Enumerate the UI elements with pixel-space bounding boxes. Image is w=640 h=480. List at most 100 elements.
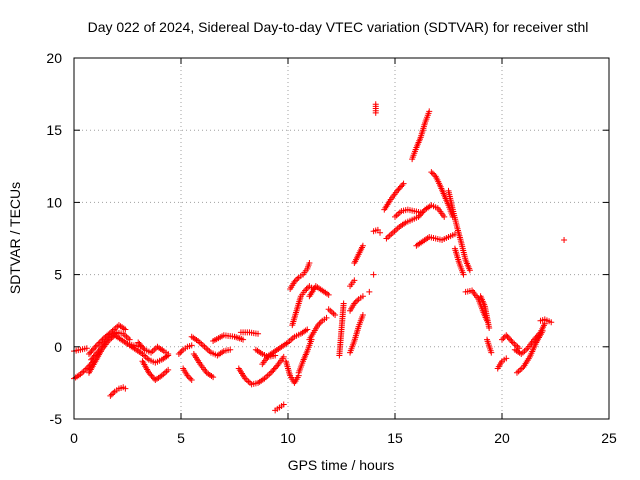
data-point [136, 340, 143, 347]
x-tick-label: 25 [601, 430, 617, 446]
data-point [359, 312, 366, 319]
data-point [354, 297, 361, 304]
data-point [107, 392, 114, 399]
y-tick-label: 0 [54, 339, 62, 355]
data-point [294, 275, 301, 282]
data-point [122, 326, 129, 333]
data-point [185, 374, 192, 381]
data-point [516, 345, 523, 352]
data-point [428, 169, 435, 176]
data-point [503, 355, 510, 362]
data-point [561, 236, 568, 243]
data-point [316, 320, 323, 327]
x-tick-label: 15 [387, 430, 403, 446]
data-point [397, 183, 404, 190]
data-point [505, 335, 512, 342]
x-tick-label: 0 [70, 430, 78, 446]
data-point [95, 340, 102, 347]
data-point [304, 326, 311, 333]
x-tick-label: 10 [280, 430, 296, 446]
data-point [83, 345, 90, 352]
data-point [165, 366, 172, 373]
data-point [466, 267, 473, 274]
data-point [431, 171, 438, 178]
data-point [499, 336, 505, 343]
data-point [429, 170, 436, 177]
data-point [486, 325, 493, 332]
data-point [178, 348, 185, 355]
data-point [147, 371, 154, 378]
data-point [372, 109, 379, 116]
data-point [395, 186, 402, 193]
data-marks [71, 101, 568, 414]
data-point [267, 369, 274, 376]
data-point [500, 335, 507, 342]
data-point [302, 287, 309, 294]
data-point [85, 351, 92, 358]
data-point [88, 348, 95, 355]
data-point [188, 342, 195, 349]
data-point [139, 343, 146, 350]
data-point [394, 187, 401, 194]
x-tick-label: 5 [177, 430, 185, 446]
x-axis-label: GPS time / hours [288, 457, 395, 473]
data-point [314, 322, 321, 329]
y-tick-label: 20 [46, 50, 62, 66]
data-point [227, 346, 234, 353]
y-tick-label: 5 [54, 267, 62, 283]
axis-ticks: 0 5 10 15 20 25 -5 0 5 10 15 20 [46, 50, 617, 446]
data-point [89, 346, 96, 353]
data-point [83, 365, 90, 372]
data-point [351, 300, 358, 307]
data-point [110, 390, 117, 397]
y-tick-label: 15 [46, 122, 62, 138]
data-point [488, 349, 495, 356]
data-point [145, 369, 152, 376]
data-point [359, 242, 366, 249]
data-point [92, 343, 99, 350]
data-point [325, 291, 332, 298]
data-point [504, 333, 511, 340]
data-point [126, 336, 133, 343]
chart-title: Day 022 of 2024, Sidereal Day-to-day VTE… [88, 19, 589, 35]
data-point [531, 336, 538, 343]
data-point [108, 391, 115, 398]
data-point [210, 374, 217, 381]
data-point [177, 349, 184, 356]
data-point [303, 286, 310, 293]
data-point [417, 209, 424, 216]
data-point [270, 366, 277, 373]
data-point [93, 342, 100, 349]
data-point [87, 349, 94, 356]
data-point [548, 319, 555, 326]
data-point [317, 319, 324, 326]
data-point [292, 277, 299, 284]
data-point [323, 314, 330, 321]
data-point [460, 271, 467, 278]
data-point [416, 212, 423, 219]
data-point [351, 277, 358, 284]
data-point [187, 375, 194, 382]
data-point [273, 364, 280, 371]
data-point [532, 335, 539, 342]
data-point [271, 365, 278, 372]
data-point [91, 345, 98, 352]
data-point [370, 271, 377, 278]
data-point [148, 372, 155, 379]
data-point [340, 300, 347, 307]
data-point [396, 184, 403, 191]
data-point [165, 351, 172, 358]
data-point [441, 213, 448, 220]
data-point [255, 330, 262, 337]
data-point [149, 374, 156, 381]
data-point [184, 372, 191, 379]
data-point [175, 351, 182, 358]
data-point [420, 208, 427, 215]
data-point [534, 332, 541, 339]
data-point [503, 332, 510, 339]
y-tick-label: 10 [46, 194, 62, 210]
y-tick-label: -5 [50, 411, 63, 427]
x-tick-label: 20 [494, 430, 510, 446]
